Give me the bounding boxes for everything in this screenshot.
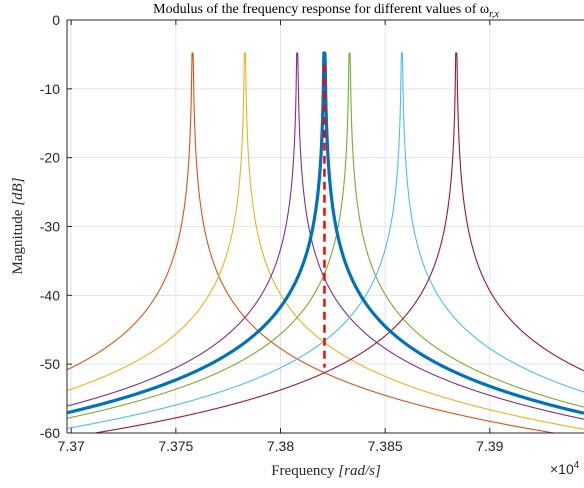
chart-title: Modulus of the frequency response for di… [153, 2, 499, 20]
x-tick-label: 7.39 [476, 438, 503, 454]
y-axis-label: Magnitude [dB] [10, 177, 26, 274]
x-axis-label: Frequency [rad/s] [271, 463, 381, 479]
y-tick-label: -10 [40, 81, 60, 97]
x-tick-label: 7.38 [267, 438, 294, 454]
y-axis-unit: [dB] [10, 177, 26, 206]
y-tick-label: -20 [40, 150, 60, 166]
y-tick-label: -60 [40, 425, 60, 441]
series-line-1 [67, 52, 558, 433]
y-tick-label: -30 [40, 219, 60, 235]
series-line-6 [91, 52, 584, 433]
tick-labels: 7.37 7.375 7.38 7.385 7.39 0 -10 -20 -30 -40 -50 -6… [40, 12, 504, 454]
y-tick-label: -40 [40, 287, 60, 303]
x-axis-multiplier: ×104 [550, 460, 580, 477]
axes [66, 19, 584, 434]
y-tick-label: 0 [52, 12, 60, 28]
x-axis-unit: [rad/s] [338, 463, 381, 479]
title-subscript: r,x [489, 9, 499, 20]
series-line-4 [67, 52, 584, 419]
x-tick-label: 7.375 [158, 438, 193, 454]
x-axis-multiplier-exponent: 4 [574, 460, 580, 471]
x-tick-label: 7.37 [58, 438, 85, 454]
y-tick-label: -50 [40, 356, 60, 372]
x-tick-label: 7.385 [368, 438, 403, 454]
